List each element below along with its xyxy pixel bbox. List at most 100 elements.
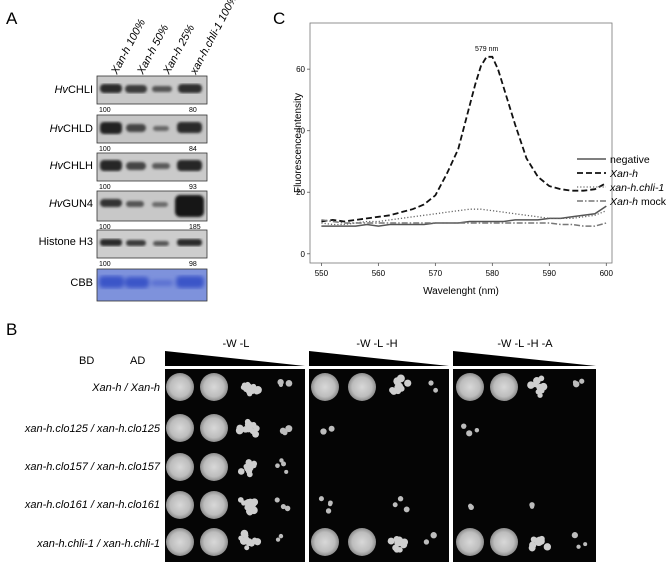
colony-spot <box>490 373 518 401</box>
blot-value: 100 <box>99 224 111 231</box>
panel-c-letter: C <box>273 9 285 28</box>
blot-chlh <box>96 152 208 182</box>
colony-spot <box>537 537 545 545</box>
colony-spot <box>285 380 293 387</box>
colony-spot <box>400 538 409 546</box>
colony-spot <box>253 385 262 394</box>
colony-spot <box>245 467 253 475</box>
blot-cbb <box>96 268 208 302</box>
colony-spot <box>239 537 248 545</box>
panel-b-letter: B <box>6 320 17 339</box>
column-ad-label: AD <box>130 355 145 367</box>
colony-spot <box>348 373 376 401</box>
colony-spot <box>387 537 395 545</box>
media-label: -W -L -H -A <box>497 338 553 350</box>
colony-spot <box>394 380 399 386</box>
strain-label: xan-h.clo125 / xan-h.clo125 <box>24 423 161 435</box>
colony-spot <box>397 547 403 553</box>
colony-spot <box>403 506 410 513</box>
colony-spot <box>244 545 250 551</box>
x-axis-label: Wavelenght (nm) <box>423 286 499 297</box>
x-tick-label: 560 <box>372 269 386 278</box>
legend-label: negative <box>610 154 650 166</box>
blot-value: 100 <box>99 184 111 191</box>
blot-value: 98 <box>189 261 197 268</box>
colony-spot <box>166 491 194 519</box>
colony-spot <box>280 503 286 510</box>
blot-row-labels: HvCHLI HvCHLD HvCHLH HvGUN4 Histone H3 C… <box>39 84 93 289</box>
x-tick-label: 550 <box>315 269 329 278</box>
colony-spot <box>456 373 484 401</box>
plate-wlh <box>309 369 449 562</box>
colony-spot <box>200 373 228 401</box>
series-line-3 <box>321 219 607 227</box>
colony-spot <box>468 504 474 510</box>
blot-label: Histone H3 <box>39 236 93 248</box>
colony-spot <box>528 544 536 552</box>
x-tick-label: 580 <box>486 269 500 278</box>
x-tick-label: 590 <box>543 269 557 278</box>
lane-headers: Xan-h 100% Xan-h 50% Xan-h 25% xan-h.chl… <box>109 0 241 77</box>
colony-spot <box>166 373 194 401</box>
colony-spot <box>246 464 252 470</box>
colony-spot <box>389 387 396 394</box>
blot-label: HvCHLI <box>54 84 93 96</box>
colony-spot <box>328 425 335 432</box>
colony-spot <box>392 502 398 508</box>
colony-spot <box>571 532 578 539</box>
colony-spot <box>396 374 405 383</box>
colony-spot <box>243 533 249 538</box>
blot-label: HvCHLH <box>50 160 93 172</box>
blot-histone-h3 <box>96 229 208 259</box>
media-label: -W -L -H <box>356 338 397 350</box>
strain-label: Xan-h / Xan-h <box>91 382 160 394</box>
x-axis-ticks: 550 560 570 580 590 600 <box>315 263 614 278</box>
colony-spot <box>543 543 552 551</box>
colony-spot <box>200 528 228 556</box>
y-axis-label: Fluorescence Intensity <box>293 93 304 193</box>
strain-labels: Xan-h / Xan-h xan-h.clo125 / xan-h.clo12… <box>24 382 161 550</box>
colony-spot <box>166 453 194 481</box>
colony-spot <box>250 498 259 506</box>
colony-spot <box>311 528 339 556</box>
colony-spot <box>579 378 585 384</box>
panel-a-letter: A <box>6 9 18 28</box>
colony-spot <box>430 532 437 539</box>
series-line-1 <box>321 55 607 223</box>
blot-value: 100 <box>99 146 111 153</box>
colony-spot <box>348 528 376 556</box>
blot-value: 185 <box>189 224 201 231</box>
strain-label: xan-h.clo161 / xan-h.clo161 <box>24 499 160 511</box>
colony-spot <box>461 423 467 429</box>
colony-spot <box>278 533 284 539</box>
colony-spot <box>285 425 293 433</box>
dilution-wedge <box>453 351 596 366</box>
peak-annotation: 579 nm <box>475 46 499 53</box>
y-tick-label: 40 <box>296 127 305 136</box>
colony-spot <box>242 426 249 433</box>
colony-spot <box>328 500 333 506</box>
strain-label: xan-h.chli-1 / xan-h.chli-1 <box>36 538 160 550</box>
blot-value: 100 <box>99 107 111 114</box>
colony-spot <box>533 376 541 385</box>
colony-spot <box>249 506 258 515</box>
media-label: -W -L <box>223 338 250 350</box>
colony-spot <box>539 388 545 394</box>
blot-value: 84 <box>189 146 197 153</box>
chart-legend: negative Xan-h xan-h.chli-1 Xan-h mock <box>577 154 667 208</box>
legend-label: Xan-h <box>609 168 638 180</box>
chart-series <box>321 55 607 227</box>
x-tick-label: 600 <box>600 269 614 278</box>
colony-spot <box>397 496 404 502</box>
colony-spot <box>237 468 245 475</box>
colony-spot <box>244 504 250 511</box>
colony-spot <box>537 384 543 390</box>
colony-spot <box>280 461 287 467</box>
dilution-wedge <box>309 351 449 366</box>
colony-spot <box>252 430 260 438</box>
column-bd-label: BD <box>79 355 94 367</box>
colony-spot <box>250 421 257 429</box>
colony-spot <box>244 418 251 425</box>
colony-spot <box>527 381 535 389</box>
